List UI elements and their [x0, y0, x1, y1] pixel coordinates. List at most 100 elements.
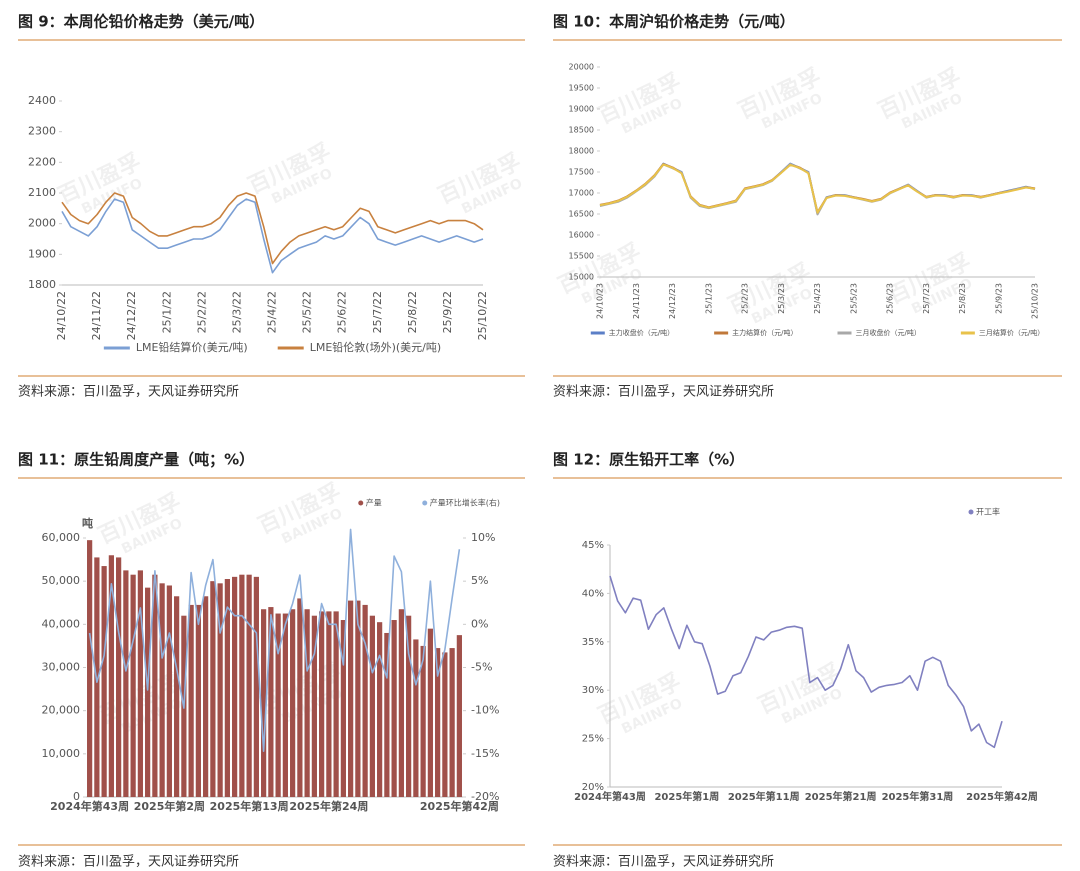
- legend-item: 产量环比增长率(右): [422, 498, 500, 508]
- bar: [391, 620, 397, 797]
- legend-label: 三月收盘价（元/吨）: [856, 328, 921, 337]
- figure-source: 资料来源：百川盈孚，天风证券研究所: [18, 384, 239, 400]
- bar: [384, 632, 390, 797]
- x-tick-label: 2025年第2周: [134, 799, 205, 813]
- y2-tick-label: -20%: [471, 790, 499, 803]
- x-tick-label: 25/5/22: [301, 291, 314, 333]
- legend-item: 开工率: [968, 507, 1000, 517]
- bar: [232, 576, 238, 797]
- y-tick-label: 10,000: [42, 747, 81, 760]
- figure-title: 图 9：本周伦铅价格走势（美元/吨）: [18, 13, 264, 31]
- x-tick-label: 25/5/23: [849, 283, 858, 314]
- x-tick-label: 2024年第43周: [50, 799, 129, 813]
- legend-label: LME铅伦敦(场外)(美元/吨): [310, 340, 441, 354]
- series-line: [609, 575, 1003, 749]
- x-tick-label: 25/6/23: [886, 283, 895, 314]
- y-tick-label: 60,000: [42, 531, 81, 544]
- y-tick-label: 19000: [569, 105, 594, 114]
- bar: [275, 613, 281, 797]
- figure-title: 图 11：原生铅周度产量（吨；%）: [18, 451, 254, 469]
- y-tick-label: 0: [73, 790, 80, 803]
- bar: [442, 652, 448, 797]
- bar: [362, 604, 368, 797]
- y-tick-label: 1800: [28, 278, 56, 291]
- y-tick-label: 40,000: [42, 617, 81, 630]
- x-tick-label: 25/7/22: [371, 291, 384, 333]
- bar: [159, 583, 165, 797]
- series-line: [88, 528, 461, 752]
- y-tick-label: 2100: [28, 186, 56, 199]
- x-tick-label: 2025年第21周: [805, 790, 877, 803]
- y-tick-label: 50,000: [42, 574, 81, 587]
- series-line: [599, 163, 1036, 214]
- bar: [449, 648, 455, 797]
- bar: [246, 574, 252, 797]
- x-tick-label: 2025年第1周: [654, 790, 719, 803]
- series-line: [599, 163, 1036, 214]
- x-tick-label: 24/10/22: [55, 291, 68, 340]
- x-tick-label: 2025年第42周: [420, 799, 499, 813]
- series-line: [599, 163, 1036, 216]
- y-tick-label: 2200: [28, 155, 56, 168]
- legend-label: 主力收盘价（元/吨）: [609, 328, 674, 337]
- bar: [304, 609, 310, 797]
- x-tick-label: 24/12/23: [668, 283, 677, 319]
- figure-source: 资料来源：百川盈孚，天风证券研究所: [553, 384, 774, 400]
- legend-label: 主力结算价（元/吨）: [732, 328, 797, 337]
- x-tick-label: 24/11/23: [632, 283, 641, 319]
- bar: [101, 566, 107, 797]
- y2-tick-label: -15%: [471, 747, 499, 760]
- y2-tick-label: 5%: [471, 574, 488, 587]
- series-line: [61, 192, 484, 265]
- legend-label: 产量环比增长率(右): [430, 498, 500, 508]
- bar: [326, 611, 332, 797]
- bar: [311, 615, 317, 797]
- y-tick-label: 18000: [569, 147, 594, 156]
- series-line: [599, 162, 1036, 215]
- bar: [116, 557, 122, 797]
- bar: [203, 596, 209, 797]
- legend-item: 三月收盘价（元/吨）: [837, 328, 921, 337]
- bar: [348, 600, 354, 797]
- bar: [87, 540, 93, 797]
- bar: [195, 604, 201, 797]
- y-tick-label: 40%: [582, 588, 604, 599]
- x-tick-label: 25/10/23: [1031, 283, 1040, 319]
- y-tick-label: 30%: [582, 685, 604, 696]
- x-tick-label: 2025年第31周: [882, 790, 954, 803]
- bar: [435, 648, 441, 797]
- bar: [137, 570, 143, 797]
- bar: [319, 611, 325, 797]
- bar: [333, 611, 339, 797]
- bar: [377, 622, 383, 797]
- bar: [239, 574, 245, 797]
- bar: [420, 645, 426, 797]
- x-tick-label: 25/1/23: [704, 283, 713, 314]
- x-tick-label: 2024年第43周: [574, 790, 646, 803]
- y2-tick-label: -10%: [471, 704, 499, 717]
- y-tick-label: 20%: [582, 782, 604, 793]
- y-tick-label: 45%: [582, 540, 604, 551]
- x-tick-label: 25/3/23: [777, 283, 786, 314]
- x-tick-label: 2025年第13周: [210, 799, 289, 813]
- y-tick-label: 30,000: [42, 661, 81, 674]
- legend-item: 产量: [358, 498, 382, 508]
- bar: [369, 615, 375, 797]
- x-tick-label: 24/10/23: [596, 283, 605, 319]
- y-tick-label: 25%: [582, 734, 604, 745]
- figure-title: 图 10：本周沪铅价格走势（元/吨）: [553, 13, 795, 31]
- x-tick-label: 25/6/22: [336, 291, 349, 333]
- bar: [290, 609, 296, 797]
- legend-label: LME铅结算价(美元/吨): [136, 340, 248, 354]
- y-tick-label: 17500: [569, 168, 594, 177]
- y-tick-label: 17000: [569, 189, 594, 198]
- bar: [108, 555, 114, 797]
- x-tick-label: 25/1/22: [160, 291, 173, 333]
- y-tick-label: 2300: [28, 125, 56, 138]
- legend-swatch: [422, 500, 428, 506]
- bar: [282, 613, 288, 797]
- y-tick-label: 1900: [28, 247, 56, 260]
- bar: [413, 639, 419, 797]
- x-tick-label: 24/12/22: [125, 291, 138, 340]
